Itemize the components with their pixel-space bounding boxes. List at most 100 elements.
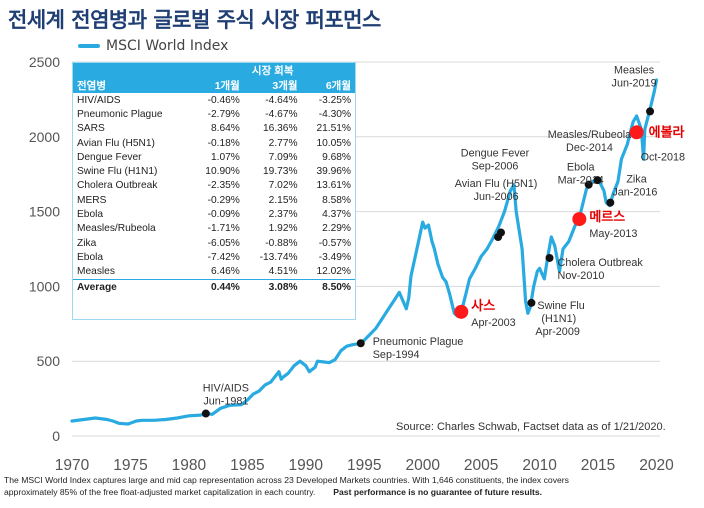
table-cell-value: 9.68% xyxy=(322,151,351,163)
table-cell-value: -7.42% xyxy=(207,251,240,263)
table-group-header: 시장 회복 xyxy=(190,63,355,78)
event-label: (H1N1) xyxy=(541,313,576,325)
event-date: Sep-1994 xyxy=(373,349,420,361)
y-tick-label: 1000 xyxy=(29,278,60,294)
table-cell-disease: Avian Flu (H5N1) xyxy=(77,137,155,149)
event-label: Ebola xyxy=(567,162,595,174)
table-row: MERS -0.29% 2.15% 8.58% xyxy=(73,193,355,207)
event-marker xyxy=(356,339,365,348)
table-cell-disease: Ebola xyxy=(77,251,104,263)
table-cell-value: -4.64% xyxy=(265,94,298,106)
event-marker-highlight xyxy=(629,125,644,140)
event-date: Jun-2019 xyxy=(612,77,657,89)
table-cell-disease: Dengue Fever xyxy=(77,151,142,163)
table-cell-value: -0.18% xyxy=(207,137,240,149)
table-cell-value: 39.96% xyxy=(316,166,351,178)
x-tick-label: 1995 xyxy=(347,457,381,474)
x-tick-label: 2015 xyxy=(581,457,615,474)
event-date: Apr-2003 xyxy=(471,317,515,329)
table-cell-disease: MERS xyxy=(77,194,107,206)
table-cell-value: 10.90% xyxy=(205,166,240,178)
event-marker xyxy=(593,176,602,185)
table-row: Cholera Outbreak -2.35% 7.02% 13.61% xyxy=(73,179,355,193)
y-tick-label: 2500 xyxy=(29,54,60,70)
source-note: Source: Charles Schwab, Factset data as … xyxy=(396,421,666,433)
event-label: 사스 xyxy=(471,298,495,314)
table-cell-disease: Pneumonic Plague xyxy=(77,108,163,120)
table-cell-value: 1.07% xyxy=(210,151,240,163)
event-label: Avian Flu (H5N1) xyxy=(455,178,538,190)
event-label: Measles/Rubeola xyxy=(548,129,631,141)
table-cell-value: -1.71% xyxy=(207,223,240,235)
table-cell-value: 7.09% xyxy=(268,151,298,163)
footnote-line-2-text: approximately 85% of the free float-adju… xyxy=(4,487,316,497)
x-tick-label: 1980 xyxy=(172,457,207,474)
table-row: Ebola -0.09% 2.37% 4.37% xyxy=(73,207,355,221)
table-cell-value: 8.58% xyxy=(322,194,351,206)
x-tick-label: 2020 xyxy=(639,457,674,474)
table-header-row: 전염병 1개월 3개월 6개월 xyxy=(73,78,355,93)
table-cell-value: 21.51% xyxy=(316,123,351,135)
table-row: Average 0.44% 3.08% 8.50% xyxy=(73,278,355,295)
table-cell-disease: Average xyxy=(73,278,191,295)
y-tick-label: 1500 xyxy=(29,204,60,220)
table-cell-value: 0.44% xyxy=(190,278,244,295)
x-tick-label: 2010 xyxy=(522,457,557,474)
table-cell-value: 4.51% xyxy=(268,266,298,278)
table-cell-value: -0.29% xyxy=(207,194,240,206)
event-date: Nov-2010 xyxy=(558,270,605,282)
table-cell-disease: Cholera Outbreak xyxy=(77,180,158,192)
table-cell-disease: Measles/Rubeola xyxy=(77,223,156,235)
event-date: Dec-2014 xyxy=(566,142,613,154)
table-cell-disease: Ebola xyxy=(77,209,104,221)
table-cell-value: 2.29% xyxy=(322,223,351,235)
line-chart: 0 500 1000 1500 2000 2500 1970 1975 1980 1985 1990… xyxy=(29,54,685,474)
table-row: Avian Flu (H5N1) -0.18% 2.77% 10.05% xyxy=(73,136,355,150)
x-tick-label: 2000 xyxy=(405,457,440,474)
footnote: The MSCI World Index captures large and … xyxy=(4,474,704,498)
table-row: HIV/AIDS -0.46% -4.64% -3.25% xyxy=(73,93,355,107)
event-marker xyxy=(497,228,506,237)
table-group-row: 시장 회복 xyxy=(73,63,355,78)
table-cell-value: 2.77% xyxy=(268,137,298,149)
x-tick-label: 2005 xyxy=(464,457,498,474)
table-cell-value: -3.49% xyxy=(318,251,351,263)
table-row: Ebola -7.42% -13.74% -3.49% xyxy=(73,250,355,264)
table-cell-value: 7.02% xyxy=(268,180,298,192)
event-label: 에볼라 xyxy=(649,124,685,140)
table-cell-value: 10.05% xyxy=(316,137,351,149)
event-date: May-2013 xyxy=(589,228,637,240)
column-header: 3개월 xyxy=(243,78,302,93)
legend: MSCI World Index xyxy=(78,38,228,54)
table-cell-value: -0.57% xyxy=(318,237,351,249)
event-marker xyxy=(606,198,615,207)
event-date: Sep-2006 xyxy=(472,161,519,173)
table-cell-value: 6.46% xyxy=(210,266,240,278)
x-tick-label: 1970 xyxy=(55,457,90,474)
event-date: Oct-2018 xyxy=(641,151,685,163)
y-tick-label: 2000 xyxy=(29,129,60,145)
table-row: Measles/Rubeola -1.71% 1.92% 2.29% xyxy=(73,222,355,236)
table-cell-value: 8.64% xyxy=(210,123,240,135)
table-cell-value: 13.61% xyxy=(316,180,351,192)
recovery-table-grid: 시장 회복 전염병 1개월 3개월 6개월 HIV/AIDS -0.46% -4.6… xyxy=(73,63,355,295)
table-cell-value: -0.88% xyxy=(265,237,298,249)
table-cell-value: 1.92% xyxy=(268,223,298,235)
table-cell-value: -2.35% xyxy=(207,180,240,192)
table-row: Zika -6.05% -0.88% -0.57% xyxy=(73,236,355,250)
table-row: Dengue Fever 1.07% 7.09% 9.68% xyxy=(73,150,355,164)
y-tick-label: 0 xyxy=(52,428,60,444)
table-row: Swine Flu (H1N1) 10.90% 19.73% 39.96% xyxy=(73,164,355,178)
table-cell-value: -0.46% xyxy=(207,94,240,106)
table-cell-value: -4.67% xyxy=(265,108,298,120)
table-row: Pneumonic Plague -2.79% -4.67% -4.30% xyxy=(73,107,355,121)
recovery-table: 시장 회복 전염병 1개월 3개월 6개월 HIV/AIDS -0.46% -4.6… xyxy=(72,62,356,320)
table-cell-disease: Swine Flu (H1N1) xyxy=(77,166,158,178)
event-date: Mar-2014 xyxy=(558,175,604,187)
table-cell-disease: HIV/AIDS xyxy=(77,94,121,106)
table-cell-disease: Measles xyxy=(77,266,115,278)
table-cell-value: 3.08% xyxy=(243,278,302,295)
event-date: Jun-1981 xyxy=(203,396,248,408)
table-cell-value: 2.37% xyxy=(268,209,298,221)
footnote-line-1: The MSCI World Index captures large and … xyxy=(4,475,569,485)
